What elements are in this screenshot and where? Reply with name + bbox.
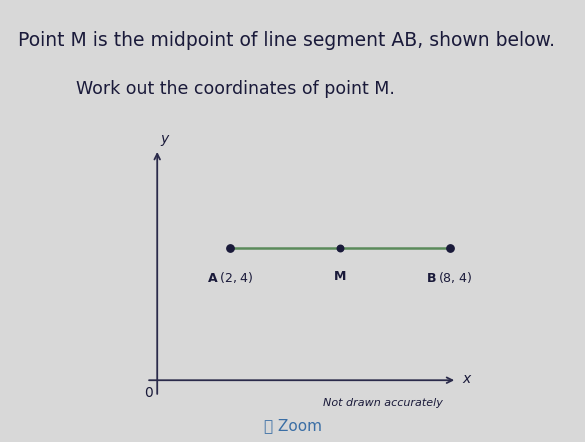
Text: Work out the coordinates of point M.: Work out the coordinates of point M.: [76, 80, 395, 98]
Point: [226, 244, 235, 251]
Text: Point M is the midpoint of line segment AB, shown below.: Point M is the midpoint of line segment …: [18, 31, 555, 50]
Text: 🔍 Zoom: 🔍 Zoom: [263, 418, 322, 433]
Text: $\mathbf{A}$ (2, 4): $\mathbf{A}$ (2, 4): [207, 270, 254, 285]
Text: Not drawn accurately: Not drawn accurately: [322, 398, 442, 408]
Point: [335, 244, 345, 251]
Text: 0: 0: [144, 386, 153, 400]
Point: [445, 244, 455, 251]
Text: y: y: [160, 132, 168, 146]
Text: x: x: [463, 372, 471, 385]
Text: $\mathbf{B}$ (8, 4): $\mathbf{B}$ (8, 4): [426, 270, 473, 285]
Text: $\mathbf{M}$: $\mathbf{M}$: [333, 270, 347, 282]
